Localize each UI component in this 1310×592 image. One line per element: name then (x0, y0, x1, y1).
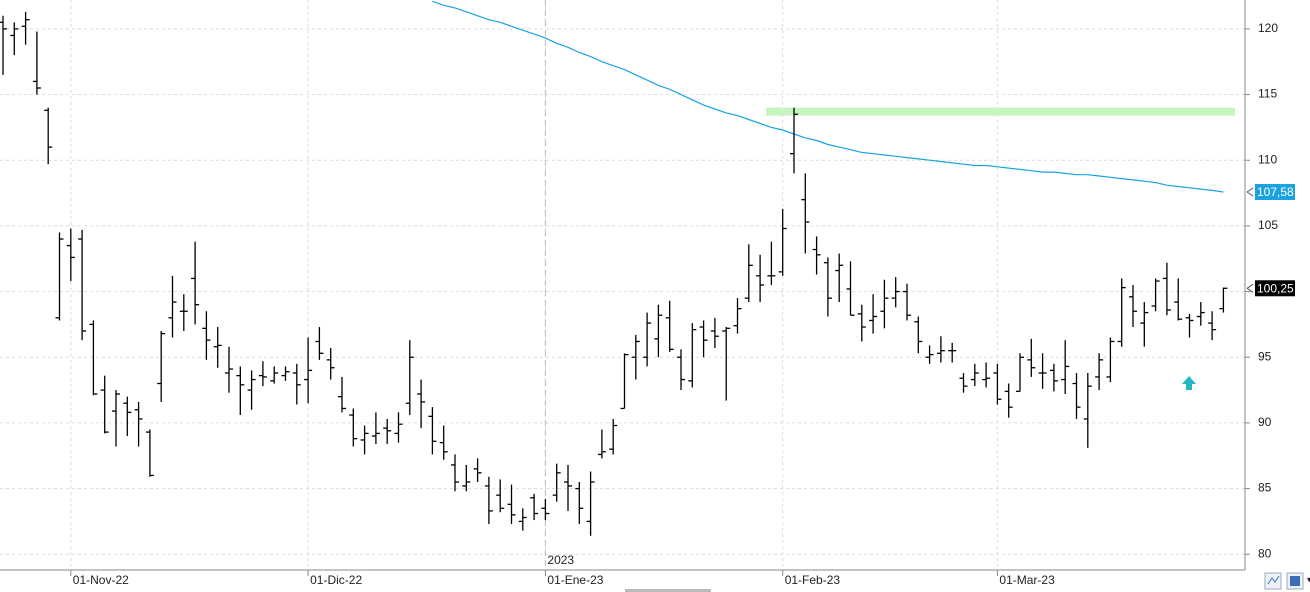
y-tick-label: 90 (1258, 415, 1272, 429)
y-tick-label: 115 (1258, 87, 1277, 101)
price-marker (1255, 184, 1295, 201)
y-tick-label: 85 (1258, 481, 1272, 495)
price-marker-label: 107,58 (1257, 185, 1294, 199)
y-tick-label: 120 (1258, 21, 1278, 35)
chart-icon (1267, 575, 1280, 585)
x-tick-label: 01-Dic-22 (310, 573, 362, 587)
x-tick-label: 01-Nov-22 (73, 573, 129, 587)
y-tick-label: 80 (1258, 546, 1272, 560)
year-label: 2023 (547, 553, 574, 567)
price-marker (1255, 280, 1295, 297)
y-tick-label: 110 (1258, 152, 1277, 166)
y-tick-label: 105 (1258, 218, 1278, 232)
scrollbar[interactable] (625, 589, 711, 592)
x-tick-label: 01-Mar-23 (999, 573, 1055, 587)
plot: 2023 (0, 0, 1245, 570)
save-icon (1290, 576, 1300, 586)
price-marker-label: 100,25 (1257, 281, 1294, 295)
x-tick-label: 01-Ene-23 (547, 573, 603, 587)
price-marker-pointer (1246, 187, 1254, 197)
signal-arrow (1182, 376, 1196, 390)
menu-arrow[interactable]: ▾ (1307, 574, 1310, 584)
level-band (766, 107, 1235, 116)
y-tick-label: 95 (1258, 349, 1272, 363)
x-tick-label: 01-Feb-23 (785, 573, 841, 587)
chart-button[interactable] (1264, 572, 1282, 590)
moving-average-line (432, 0, 1224, 193)
price-marker-pointer (1246, 283, 1254, 293)
